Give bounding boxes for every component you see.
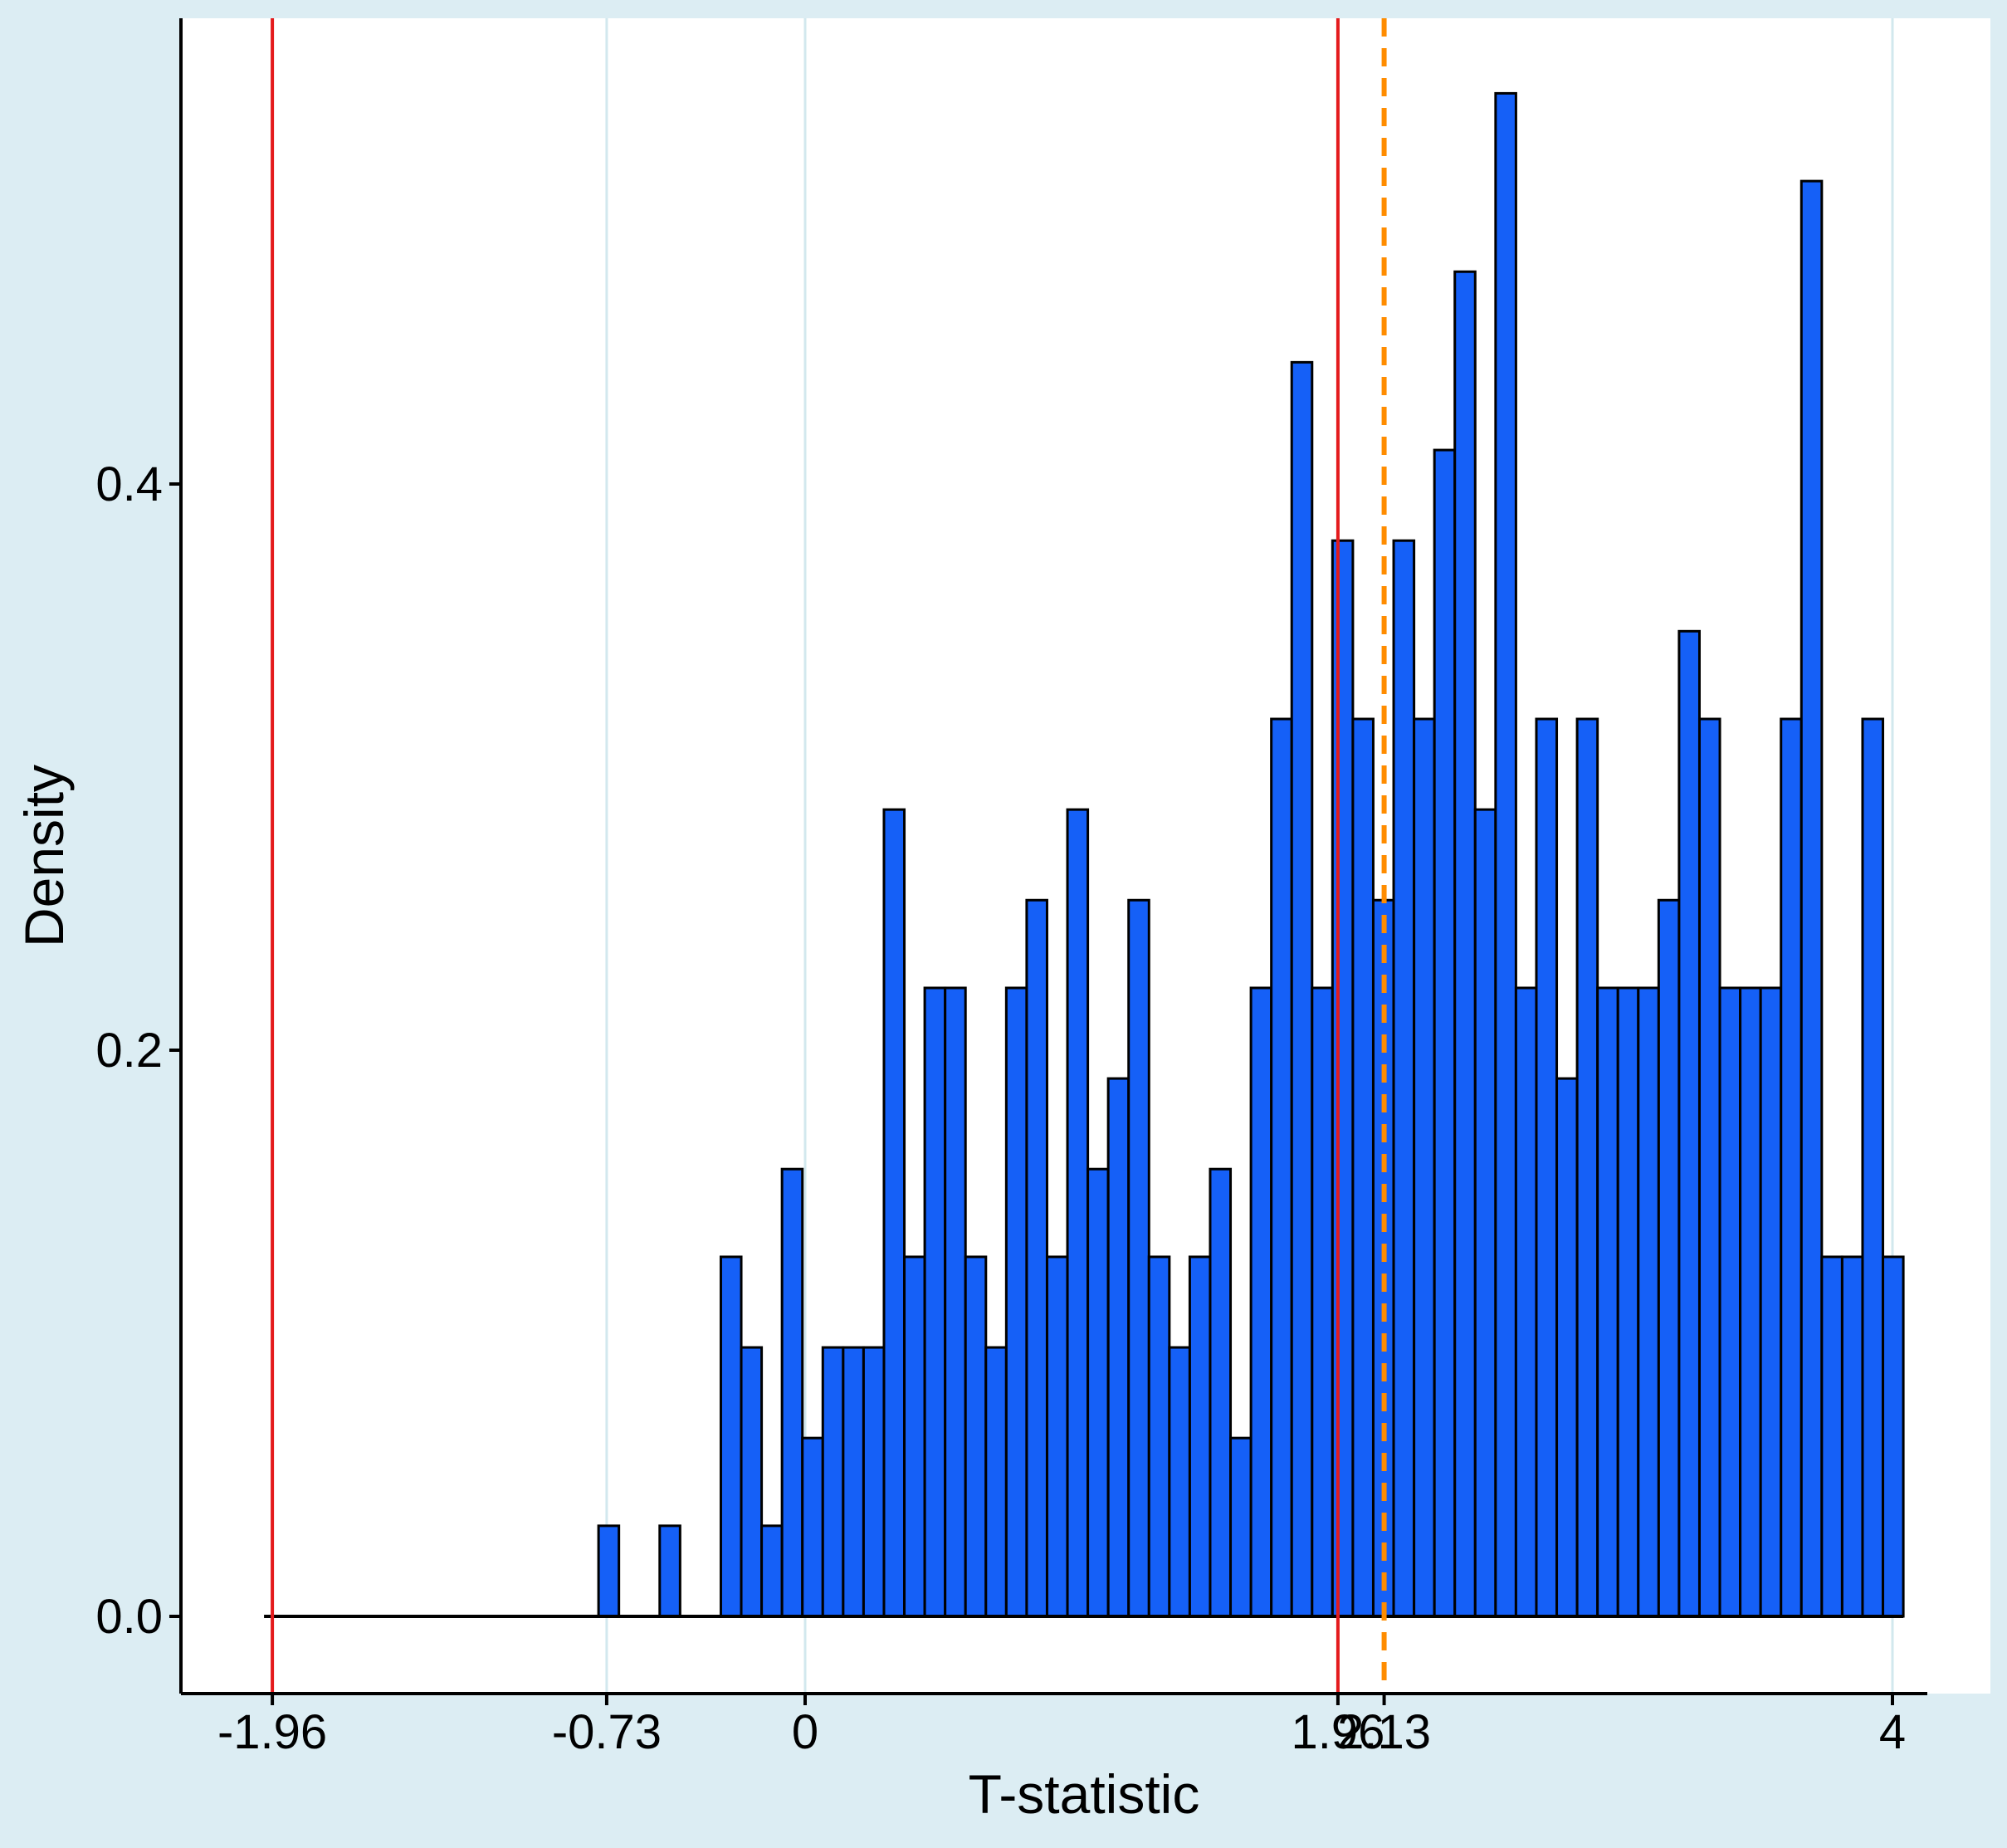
x-axis-title: T-statistic xyxy=(969,1763,1200,1825)
histogram-bar xyxy=(1697,717,1721,1618)
histogram-bar xyxy=(1413,717,1436,1618)
histogram-bar xyxy=(719,1255,743,1618)
histogram-bar xyxy=(1066,808,1090,1618)
histogram-bar xyxy=(1780,717,1803,1618)
histogram-bar xyxy=(1799,179,1824,1618)
histogram-bar xyxy=(1249,986,1273,1618)
histogram-bar xyxy=(1290,360,1314,1618)
histogram-bar xyxy=(1392,539,1416,1618)
reference-lines xyxy=(271,18,1387,1694)
histogram-bar xyxy=(944,986,967,1618)
y-tick-label: 0.2 xyxy=(95,1024,163,1078)
histogram-bar xyxy=(1025,898,1048,1618)
x-tick-label: 0 xyxy=(792,1705,818,1759)
y-tick-label: 0.4 xyxy=(95,457,163,511)
histogram-bar xyxy=(1840,1255,1864,1618)
histogram-bar xyxy=(1147,1255,1171,1618)
histogram-bar xyxy=(1637,986,1660,1618)
histogram-bar xyxy=(984,1346,1008,1618)
histogram-bar xyxy=(1453,270,1477,1618)
histogram-bar xyxy=(1473,808,1497,1618)
histogram-bar xyxy=(1004,986,1028,1618)
y-tick-label: 0.0 xyxy=(95,1590,163,1644)
histogram-bar xyxy=(1739,986,1762,1618)
histogram-bar xyxy=(1188,1255,1212,1618)
x-tick-label: 1.96 xyxy=(1291,1705,1384,1759)
histogram-bar xyxy=(1535,717,1559,1618)
histogram-bar xyxy=(1616,986,1640,1618)
x-tick-label: 2.13 xyxy=(1337,1705,1431,1759)
histogram-bar xyxy=(740,1346,764,1618)
histogram-bar xyxy=(1168,1346,1191,1618)
histogram-bar xyxy=(1882,1255,1905,1618)
histogram-bar xyxy=(1514,986,1538,1618)
histogram-bar xyxy=(882,808,906,1618)
histogram-bar xyxy=(862,1346,886,1618)
histogram-bar xyxy=(842,1346,865,1618)
histogram-bar xyxy=(801,1436,824,1618)
histogram-bar xyxy=(923,986,947,1618)
histogram-bar xyxy=(964,1255,988,1618)
histogram-bar xyxy=(1820,1255,1843,1618)
histogram-bar xyxy=(597,1524,621,1618)
y-axis-ticks: 0.0 0.2 0.4 xyxy=(95,457,181,1644)
histogram-bar xyxy=(1433,448,1457,1618)
histogram-bar xyxy=(1759,986,1783,1618)
histogram-bar xyxy=(1494,91,1517,1618)
y-axis-title: Density xyxy=(13,765,75,947)
x-tick-label: -0.73 xyxy=(552,1705,662,1759)
histogram-bar xyxy=(1311,986,1334,1618)
histogram-bar xyxy=(1106,1077,1130,1618)
histogram-bar xyxy=(1331,539,1355,1618)
histogram-bar xyxy=(1657,898,1681,1618)
histogram-bar xyxy=(760,1524,784,1618)
histogram-bar xyxy=(821,1346,845,1618)
histogram-bar xyxy=(1718,986,1742,1618)
histogram-bar xyxy=(1677,629,1701,1618)
histogram-bar xyxy=(1045,1255,1069,1618)
histogram-bar xyxy=(1209,1167,1233,1618)
histogram-bar xyxy=(1351,717,1375,1618)
x-tick-label: 4 xyxy=(1879,1705,1906,1759)
histogram-bar xyxy=(1087,1167,1110,1618)
histogram-bar xyxy=(1596,986,1619,1618)
histogram-bar xyxy=(658,1524,681,1618)
histogram-bar xyxy=(1575,717,1599,1618)
histogram-bar xyxy=(780,1167,804,1618)
x-axis-ticks: -1.96 -0.73 0 1.962.13 4 xyxy=(217,1694,1906,1759)
histogram-bar xyxy=(903,1255,926,1618)
histogram-bar xyxy=(1555,1077,1579,1618)
histogram-bar xyxy=(1229,1436,1253,1618)
x-tick-label: -1.96 xyxy=(217,1705,327,1759)
histogram-bar xyxy=(1127,898,1150,1618)
histogram-bar xyxy=(1861,717,1885,1618)
histogram-bar xyxy=(1270,717,1293,1618)
